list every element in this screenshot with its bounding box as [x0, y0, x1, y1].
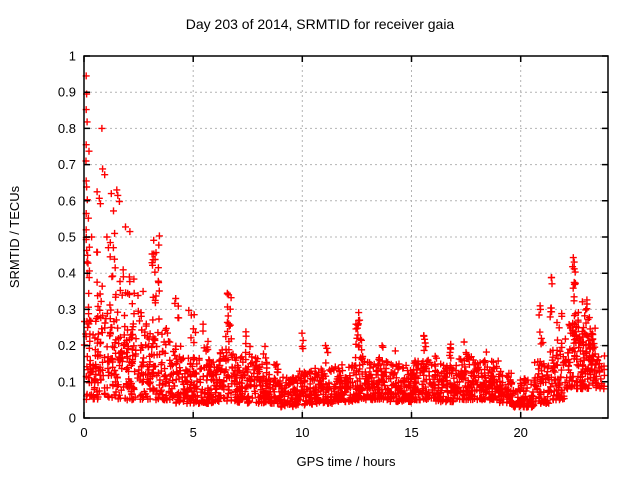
- svg-text:1: 1: [69, 49, 76, 64]
- plot-border-and-ticks: [83, 55, 609, 419]
- svg-text:0.3: 0.3: [58, 302, 76, 317]
- svg-text:0.2: 0.2: [58, 338, 76, 353]
- svg-text:0.9: 0.9: [58, 85, 76, 100]
- svg-text:0.1: 0.1: [58, 374, 76, 389]
- x-tick-labels: 0 5 10 15 20: [80, 425, 528, 440]
- svg-text:10: 10: [295, 425, 309, 440]
- y-tick-labels: 0 0.1 0.2 0.3 0.4 0.5 0.6 0.7 0.8 0.9 1: [58, 49, 76, 426]
- svg-text:0.5: 0.5: [58, 230, 76, 245]
- svg-text:0.8: 0.8: [58, 121, 76, 136]
- svg-text:0: 0: [80, 425, 87, 440]
- svg-text:0.7: 0.7: [58, 157, 76, 172]
- svg-text:0: 0: [69, 411, 76, 426]
- svg-text:20: 20: [513, 425, 527, 440]
- chart-title: Day 203 of 2014, SRMTID for receiver gai…: [185, 16, 455, 32]
- svg-text:15: 15: [404, 425, 418, 440]
- svg-text:0.6: 0.6: [58, 193, 76, 208]
- data-points-series: [80, 72, 608, 411]
- svg-text:0.4: 0.4: [58, 266, 76, 281]
- x-axis-label: GPS time / hours: [296, 454, 396, 469]
- svg-text:5: 5: [190, 425, 197, 440]
